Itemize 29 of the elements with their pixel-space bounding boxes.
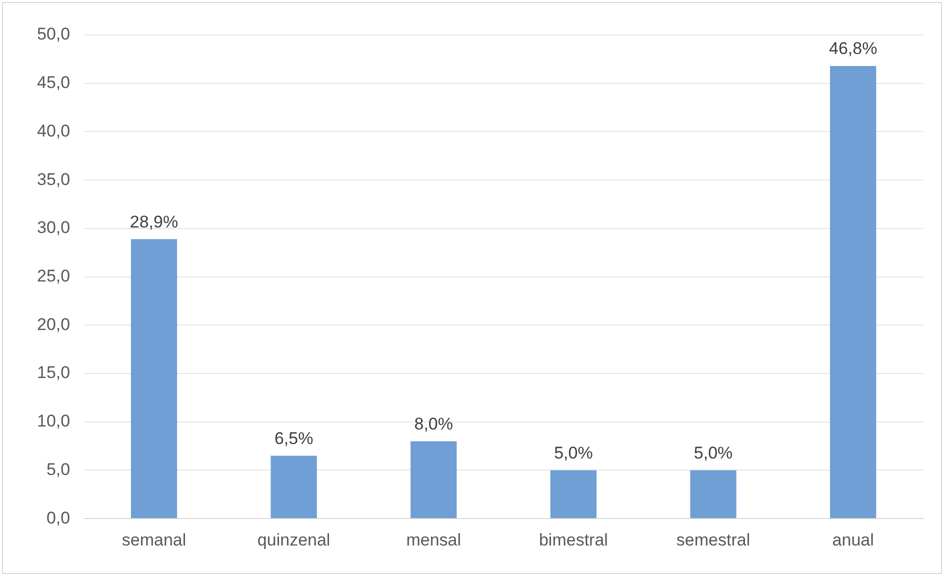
bar [830,66,876,518]
x-tick-label: mensal [406,530,462,550]
y-tick-label: 45,0 [36,73,70,92]
data-label: 6,5% [274,428,314,448]
x-tick-label: bimestral [538,530,608,550]
y-tick-label: 5,0 [46,460,70,479]
y-tick-label: 40,0 [36,121,70,140]
y-tick-label: 25,0 [36,266,70,286]
x-tick-label: anual [832,530,874,550]
data-label: 5,0% [694,443,733,462]
y-tick-label: 15,0 [36,363,70,382]
bar [410,441,457,518]
y-tick-label: 20,0 [36,314,70,334]
bar [550,470,597,518]
bar [270,456,317,518]
x-tick-label: semanal [122,530,186,550]
x-tick-label: semestral [676,530,750,550]
bar [130,239,178,518]
x-tick-label: quinzenal [257,530,330,550]
y-tick-label: 0,0 [46,508,70,528]
y-tick-label: 30,0 [36,218,70,238]
data-label: 5,0% [554,443,593,462]
data-label: 46,8% [828,39,878,58]
bar [690,470,736,518]
y-tick-label: 35,0 [36,170,70,189]
y-tick-label: 10,0 [36,412,70,431]
y-tick-label: 50,0 [36,24,70,44]
data-label: 8,0% [414,414,454,434]
data-label: 28,9% [130,212,178,232]
